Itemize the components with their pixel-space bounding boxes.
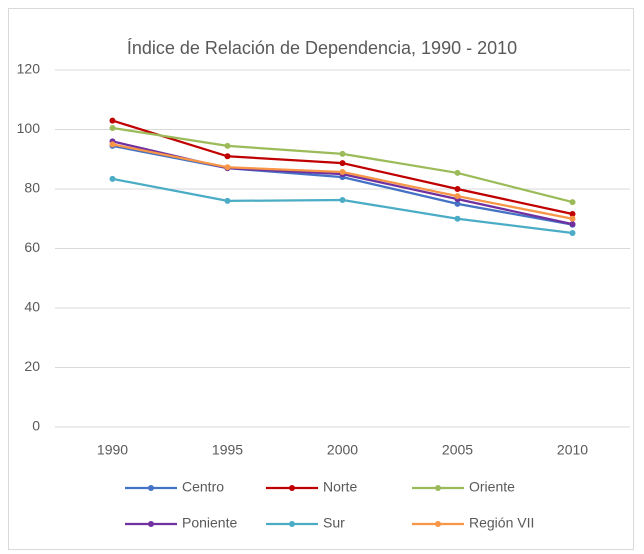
data-point — [569, 230, 576, 237]
data-point — [224, 164, 231, 171]
data-point — [454, 169, 461, 176]
data-point — [569, 215, 576, 222]
legend-marker — [435, 485, 441, 491]
chart-title: Índice de Relación de Dependencia, 1990 … — [127, 38, 517, 58]
legend-marker — [435, 521, 441, 527]
legend-marker — [148, 485, 154, 491]
y-tick-label: 0 — [32, 418, 40, 434]
data-point — [339, 150, 346, 157]
data-point — [339, 160, 346, 167]
data-point — [454, 200, 461, 207]
legend-marker — [148, 521, 154, 527]
data-point — [224, 142, 231, 149]
y-tick-label: 40 — [24, 299, 40, 315]
data-point — [109, 117, 116, 124]
y-tick-label: 60 — [24, 239, 40, 255]
legend-label: Oriente — [469, 479, 515, 495]
legend-label: Región VII — [469, 515, 534, 531]
data-point — [109, 141, 116, 148]
y-tick-label: 20 — [24, 358, 40, 374]
x-tick-label: 1990 — [97, 442, 128, 458]
legend-label: Norte — [323, 479, 357, 495]
legend-label: Poniente — [182, 515, 237, 531]
data-point — [109, 125, 116, 132]
y-tick-label: 100 — [17, 120, 41, 136]
data-point — [339, 169, 346, 176]
x-tick-label: 2000 — [327, 442, 358, 458]
data-point — [224, 153, 231, 160]
data-point — [224, 197, 231, 204]
x-tick-label: 1995 — [212, 442, 243, 458]
data-point — [569, 199, 576, 206]
legend-marker — [289, 485, 295, 491]
legend-marker — [289, 521, 295, 527]
x-tick-label: 2005 — [442, 442, 473, 458]
y-tick-label: 80 — [24, 180, 40, 196]
data-point — [454, 215, 461, 222]
x-tick-label: 2010 — [557, 442, 588, 458]
y-tick-label: 120 — [17, 61, 41, 77]
chart-border — [8, 8, 634, 550]
data-point — [454, 186, 461, 192]
data-point — [569, 210, 576, 217]
data-point — [569, 221, 576, 228]
legend-label: Sur — [323, 515, 345, 531]
data-point — [339, 197, 346, 204]
legend-label: Centro — [182, 479, 224, 495]
data-point — [109, 175, 116, 182]
data-point — [454, 193, 461, 200]
